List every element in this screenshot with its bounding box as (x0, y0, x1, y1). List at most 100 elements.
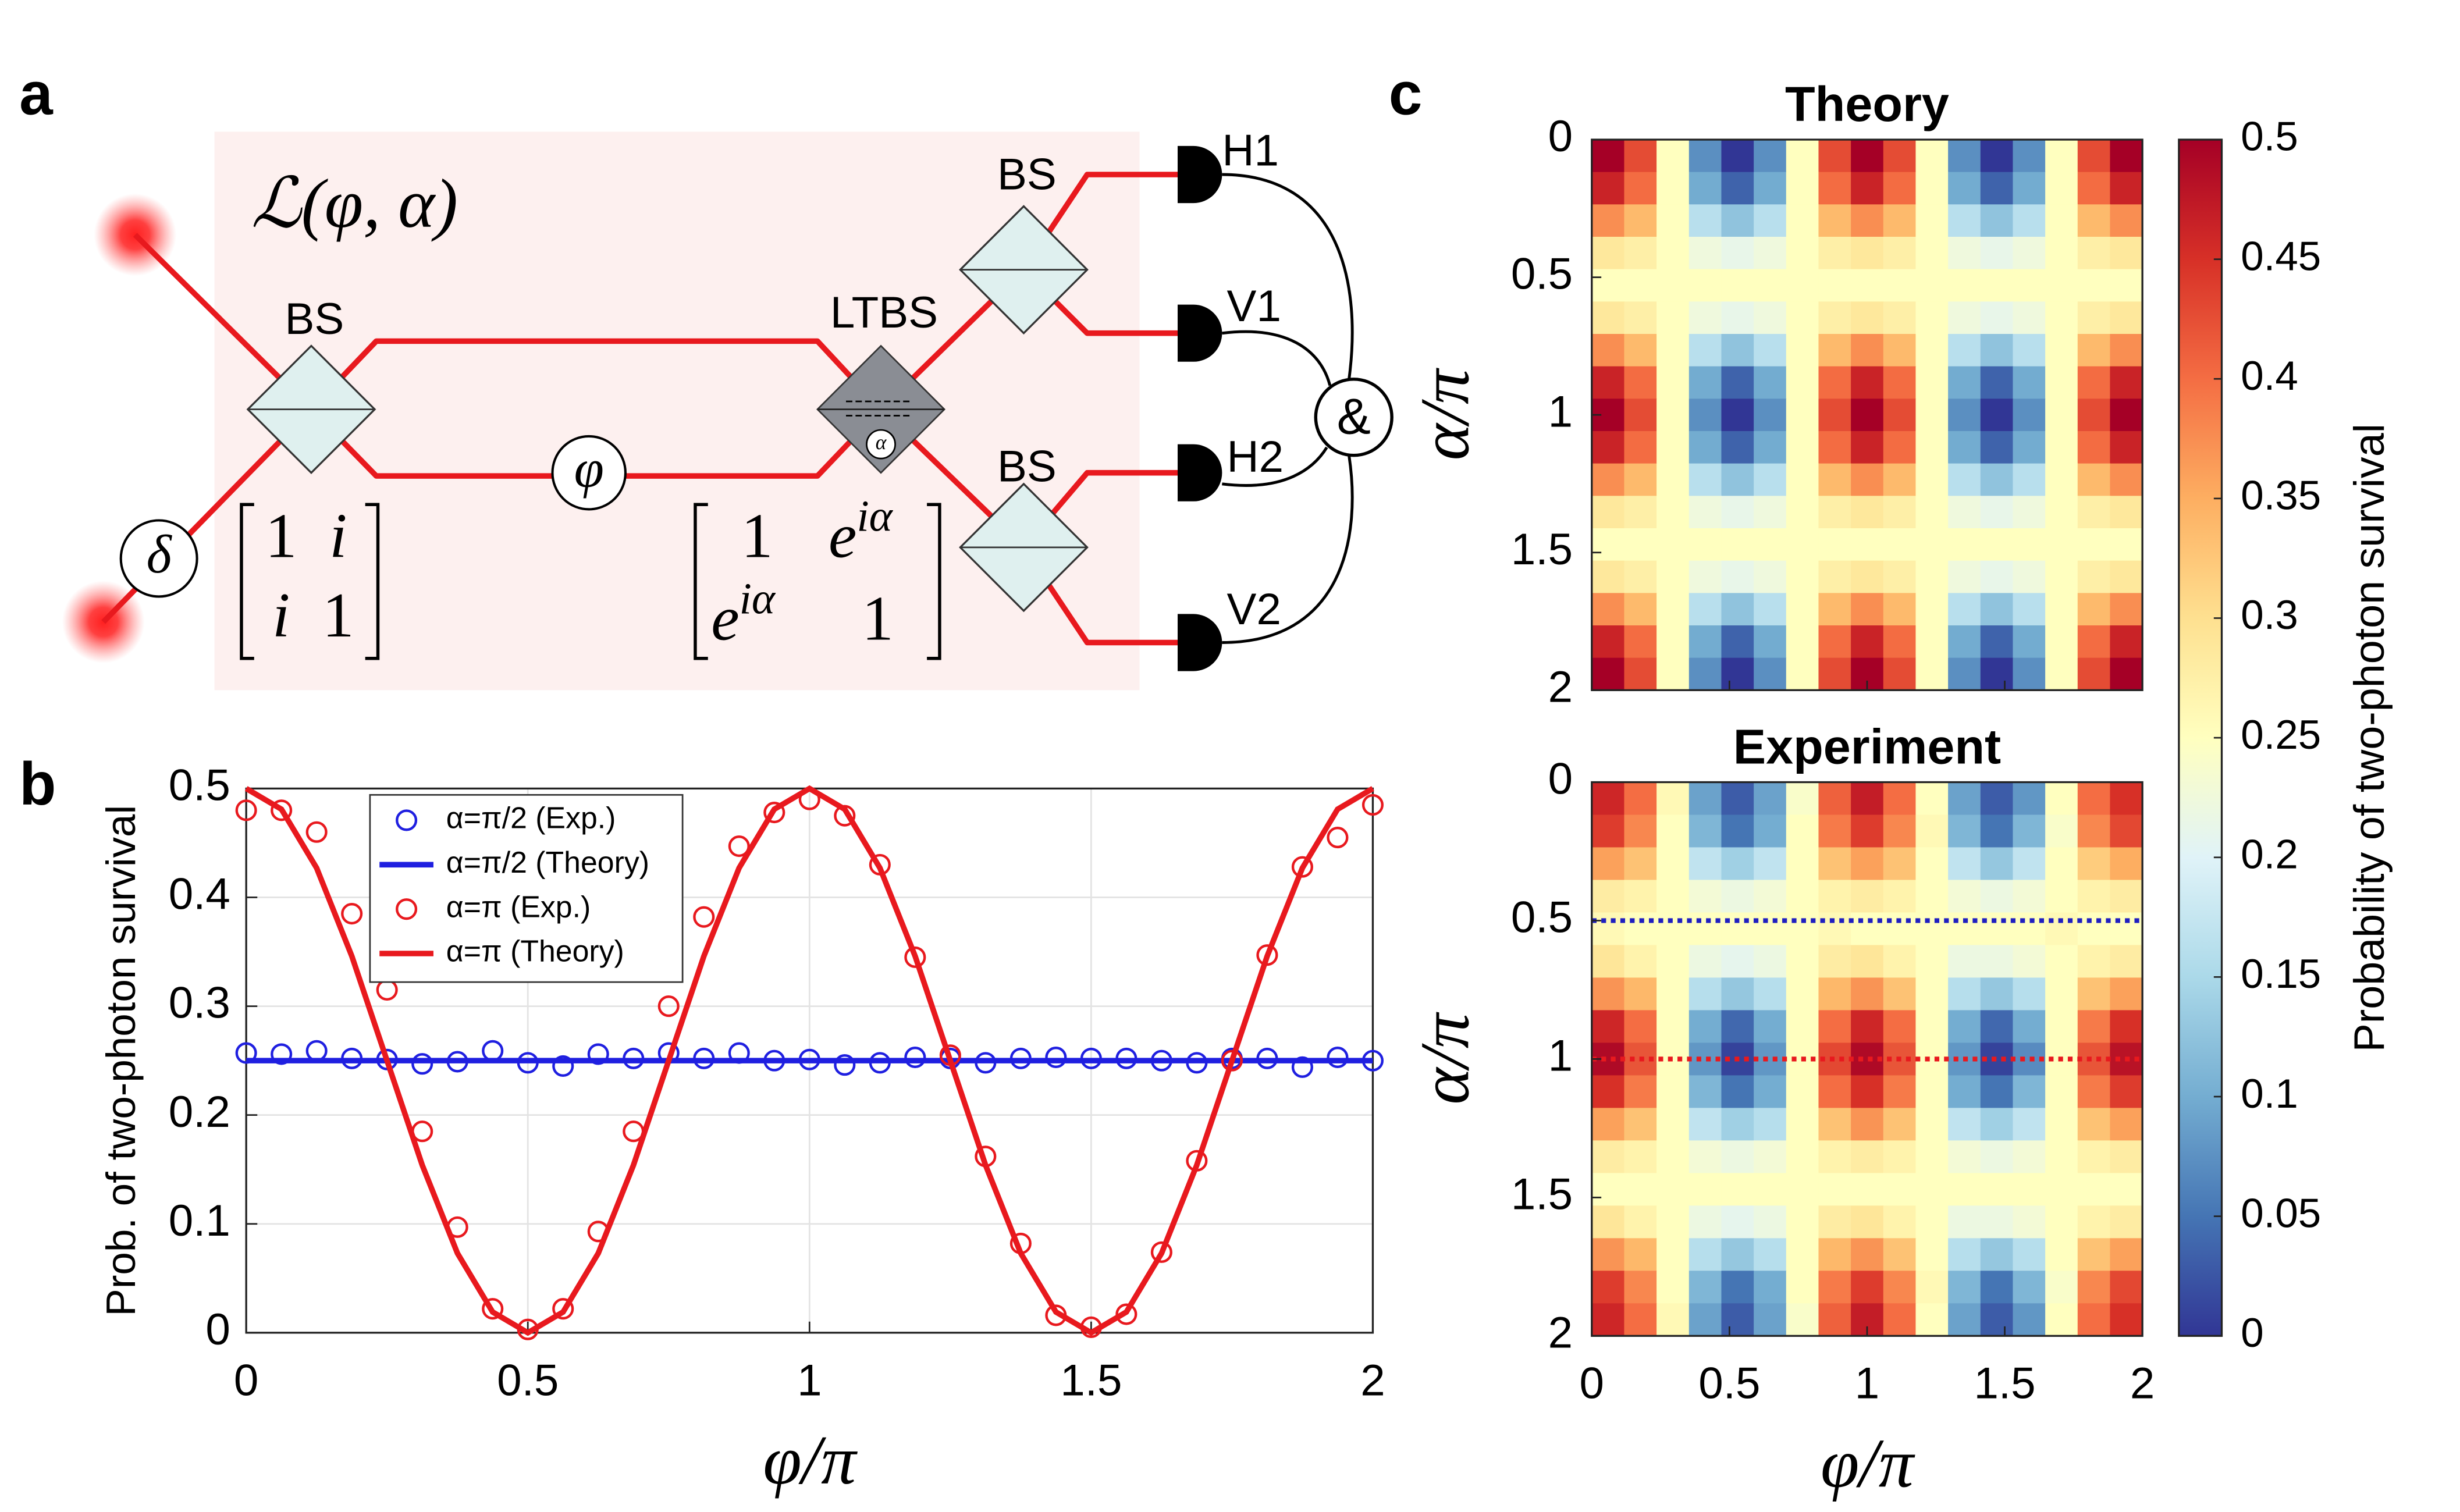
heatmap-cell (1624, 1205, 1658, 1239)
heatmap-cell (1688, 139, 1722, 173)
y-tick-label: 1.5 (1511, 525, 1573, 574)
heatmap-cell (1915, 1043, 1949, 1076)
heatmap-cell (2045, 814, 2078, 848)
heatmap-cell (2013, 301, 2046, 335)
heatmap-cell (1721, 1108, 1755, 1141)
heatmap-cell (1915, 1303, 1949, 1337)
heatmap-cell (1688, 1075, 1722, 1109)
heatmap-cell (1688, 204, 1722, 238)
heatmap-cell (1624, 1271, 1658, 1304)
heatmap-cell (1851, 880, 1884, 913)
heatmap-cell (1721, 1140, 1755, 1174)
heatmap-cell (1851, 1075, 1884, 1109)
heatmap-cell (1754, 782, 1787, 816)
heatmap-cell (2045, 593, 2078, 627)
heatmap-cell (1818, 1108, 1852, 1141)
heatmap-cell (1915, 847, 1949, 881)
heatmap-cell (1915, 593, 1949, 627)
heatmap-cell (1754, 945, 1787, 979)
x-tick-label: 0 (234, 1356, 258, 1405)
heatmap-cell (1624, 847, 1658, 881)
heatmap-cell (1688, 1173, 1722, 1207)
heatmap-cell (1656, 139, 1690, 173)
heatmap-cell (1948, 333, 1981, 367)
legend-marker (396, 809, 418, 831)
heatmap-cell (1721, 1173, 1755, 1207)
heatmap-cell (1915, 625, 1949, 659)
heatmap-cell (1786, 814, 1819, 848)
heatmap-cell (1883, 301, 1917, 335)
heatmap-cell (1948, 139, 1981, 173)
heatmap-cell (1818, 1205, 1852, 1239)
line (244, 785, 1374, 1336)
heatmap-cell (2013, 1173, 2046, 1207)
heatmap-cell (1688, 912, 1722, 946)
heatmap-cell (1948, 301, 1981, 335)
heatmap-cell (1786, 1173, 1819, 1207)
heatmap-cell (1915, 1108, 1949, 1141)
heatmap-cell (1721, 204, 1755, 238)
heatmap-cell (1786, 399, 1819, 432)
heatmap-cell (1883, 1108, 1917, 1141)
heatmap-cell (2045, 139, 2078, 173)
heatmap-cell (1754, 366, 1787, 400)
heatmap-cell (1688, 463, 1722, 497)
colorbar-tick-label: 0.3 (2241, 592, 2298, 638)
heatmap-cell (1688, 269, 1722, 303)
heatmap-cell (1721, 814, 1755, 848)
heatmap-cell (1883, 172, 1917, 205)
heatmap-cell (1624, 463, 1658, 497)
heatmap-cell (2045, 977, 2078, 1011)
heatmap-cell (1818, 269, 1852, 303)
heatmap-cell (2013, 463, 2046, 497)
heatmap-cell (1851, 1140, 1884, 1174)
heatmap-cell (2013, 1271, 2046, 1304)
heatmap-cell (1688, 431, 1722, 464)
heatmap-cell (1656, 236, 1690, 270)
heatmap-cell (2077, 625, 2111, 659)
heatmap-cell (1754, 977, 1787, 1011)
heatmap-cell (1915, 269, 1949, 303)
point (271, 1043, 293, 1065)
heatmap-cell (2013, 1010, 2046, 1044)
heatmap-cell (1624, 172, 1658, 205)
heatmap-cell (1851, 593, 1884, 627)
heatmap-cell (1851, 814, 1884, 848)
point (1045, 1046, 1067, 1069)
heatmap-cell (2110, 1075, 2143, 1109)
heatmap-cell (1883, 1075, 1917, 1109)
panel-label: b (19, 750, 56, 817)
panel-label: a (19, 59, 54, 127)
heatmap-cell (1656, 399, 1690, 432)
heatmap-cell (1786, 1108, 1819, 1141)
heatmap-cell (1818, 333, 1852, 367)
heatmap-cell (1980, 172, 2014, 205)
heatmap-cell (1754, 657, 1787, 691)
colorbar-tick-label: 0.15 (2241, 951, 2321, 997)
heatmap-cell (1883, 1303, 1917, 1337)
heatmap-cell (1915, 139, 1949, 173)
heatmap-cell (2077, 1238, 2111, 1272)
heatmap-cell (1883, 1173, 1917, 1207)
heatmap-cell (1851, 172, 1884, 205)
heatmap-cell (1883, 1140, 1917, 1174)
heatmap-cell (1754, 463, 1787, 497)
heatmap-cell (1721, 172, 1755, 205)
point (1291, 856, 1313, 878)
heatmap-cell (2110, 657, 2143, 691)
heatmap-cell (1915, 172, 1949, 205)
heatmap-cell (1883, 1010, 1917, 1044)
x-axis-label: φ/π (1821, 1425, 1915, 1502)
heatmap-cell (1591, 1173, 1625, 1207)
heatmap-cell (1948, 236, 1981, 270)
heatmap-cell (1915, 204, 1949, 238)
heatmap-cell (1656, 593, 1690, 627)
heatmap-cell (1656, 814, 1690, 848)
heatmap-cell (1818, 1010, 1852, 1044)
heatmap-cell (1688, 1205, 1722, 1239)
heatmap-cell (2013, 625, 2046, 659)
detector-label: H1 (1222, 126, 1279, 176)
heatmap-cell (1851, 366, 1884, 400)
heatmap-cell (1851, 912, 1884, 946)
y-tick-label: 0.4 (169, 870, 230, 919)
